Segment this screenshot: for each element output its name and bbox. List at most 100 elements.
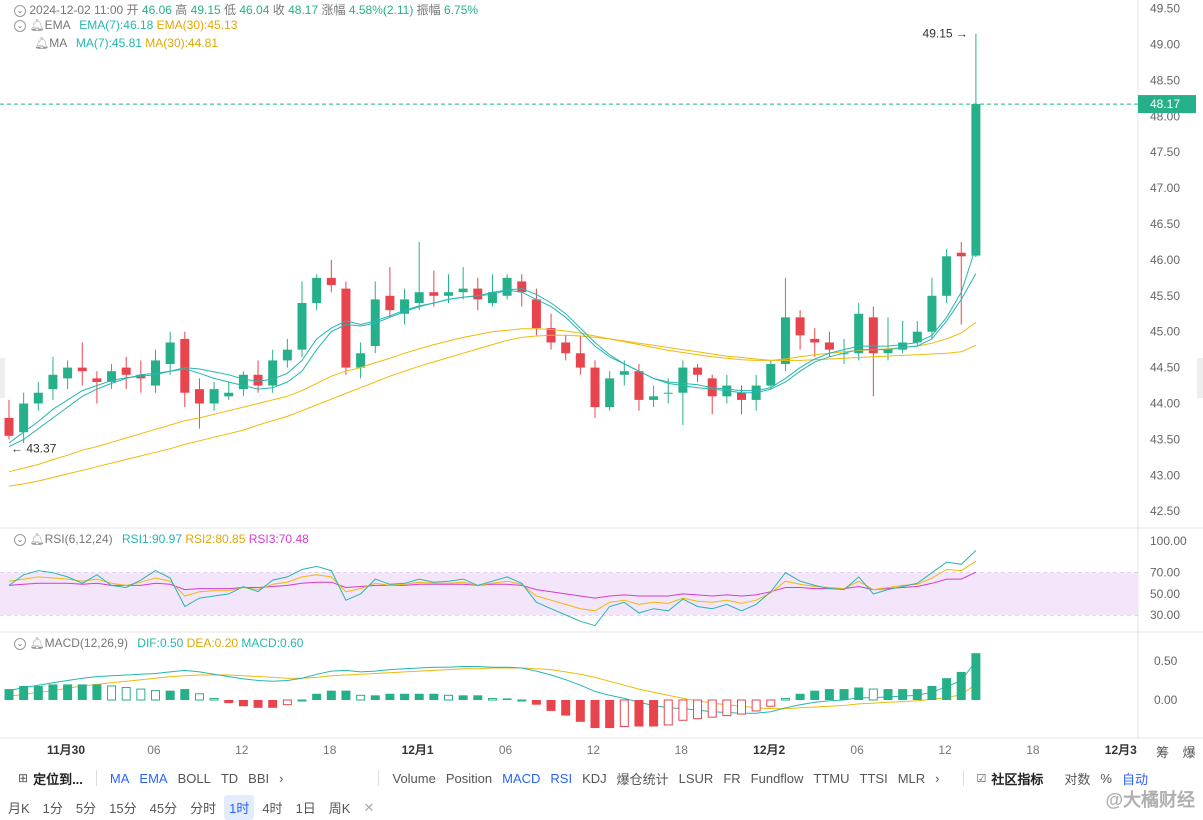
main-indicator-boll[interactable]: BOLL (177, 770, 211, 786)
x-tick-label: 12 (587, 743, 601, 757)
macd-bar (253, 700, 263, 708)
bar-open: 46.06 (141, 3, 172, 17)
candle-body (678, 367, 688, 393)
chart-canvas[interactable]: 49.5049.0048.5048.0047.5047.0046.5046.00… (0, 0, 1203, 764)
timeframe-1d[interactable]: 1日 (295, 801, 316, 816)
x-tick-label: 12月3 (1105, 743, 1137, 757)
timeframe-1h[interactable]: 1时 (224, 795, 255, 820)
candle-body (444, 292, 453, 296)
price-tick-label: 43.50 (1150, 432, 1180, 446)
main-indicator-td[interactable]: TD (220, 770, 239, 786)
main-indicator-ema[interactable]: EMA (139, 770, 168, 786)
x-tick-label: 11月30 (47, 743, 85, 757)
sub-indicator-fr[interactable]: FR (723, 770, 741, 786)
watermark: @大橘财经 (1105, 790, 1195, 810)
timeframe-5m[interactable]: 5分 (75, 801, 97, 816)
macd-bar (737, 699, 746, 715)
macd-bar (63, 684, 73, 700)
macd-bar (634, 700, 644, 727)
candle-body (824, 342, 834, 350)
candle-body (898, 342, 908, 350)
macd-bar (400, 693, 410, 700)
timeframe-week[interactable]: 周K (328, 801, 351, 816)
locate-icon[interactable]: ⊞ (18, 771, 29, 785)
macd-bar (971, 653, 981, 700)
candle-body (956, 252, 966, 257)
bar-close: 48.17 (288, 3, 319, 17)
percent-scale-button[interactable]: % (1100, 770, 1112, 786)
sub-indicator-macd[interactable]: MACD (502, 770, 541, 786)
sub-indicator-rsi[interactable]: RSI (550, 770, 573, 786)
timeframe-timeshare[interactable]: 分时 (190, 801, 217, 816)
macd-bar (956, 671, 966, 700)
bar-change: 4.58%(2.11) (348, 3, 414, 17)
candle-body (356, 353, 366, 368)
macd-bar (92, 684, 102, 700)
macd-bar (854, 687, 864, 700)
macd-bar (370, 695, 380, 700)
candle-body (414, 292, 424, 303)
sub-indicator-mlr[interactable]: MLR (897, 770, 926, 786)
rsi1-line (8, 550, 977, 627)
macd-bar (326, 690, 336, 700)
collapse-icon[interactable]: ⌄ (14, 637, 26, 650)
x-tick-label: 06 (850, 743, 864, 757)
candle-body (297, 302, 307, 350)
candle-body (4, 417, 14, 436)
liquidation-button[interactable]: 爆 (1182, 745, 1196, 760)
sub-indicator-ttsi[interactable]: TTSI (859, 770, 888, 786)
price-tick-label: 45.00 (1150, 325, 1180, 339)
community-indicators-button[interactable]: 社区指标 (991, 771, 1044, 787)
sub-indicator-position[interactable]: Position (445, 770, 493, 786)
x-tick-label: 18 (1026, 743, 1040, 757)
sub-indicator-ttmu[interactable]: TTMU (813, 770, 850, 786)
sub-indicator-kdj[interactable]: KDJ (582, 770, 607, 786)
candle-body (19, 403, 29, 433)
timeframe-1m[interactable]: 1分 (42, 801, 63, 816)
sub-indicator-volume[interactable]: Volume (392, 770, 436, 786)
sub-indicator-liquidation[interactable]: 爆仓统计 (616, 771, 669, 787)
timeframe-15m[interactable]: 15分 (109, 801, 137, 816)
locate-button[interactable]: 定位到... (33, 771, 83, 787)
x-tick-label: 06 (147, 743, 161, 757)
chevron-right-icon[interactable]: › (279, 770, 284, 786)
high-marker: 49.15 → (923, 27, 968, 41)
sub-indicator-fundflow[interactable]: Fundflow (750, 770, 804, 786)
close-icon[interactable]: ✕ (363, 799, 375, 815)
timeframe-bar: 月K 1分 5分 15分 45分 分时 1时 4时 1日 周K ✕ (0, 795, 379, 820)
macd-bar (180, 689, 190, 700)
collapse-icon[interactable]: ⌄ (14, 4, 26, 17)
x-tick-label: 12月2 (753, 743, 785, 757)
macd-bar (444, 694, 453, 701)
main-indicator-bbi[interactable]: BBI (248, 770, 270, 786)
macd-bar (546, 700, 556, 711)
price-tick-label: 48.50 (1150, 73, 1180, 87)
macd-bar (487, 697, 497, 701)
bell-icon[interactable]: 🔔︎ (34, 36, 50, 50)
timeframe-45m[interactable]: 45分 (149, 801, 178, 816)
candle-body (458, 288, 468, 293)
edit-icon[interactable]: ☑ (976, 772, 987, 785)
collapse-icon[interactable]: ⌄ (14, 19, 26, 32)
log-scale-button[interactable]: 对数 (1064, 771, 1091, 787)
bell-icon[interactable]: 🔔︎ (29, 18, 45, 32)
auto-scale-button[interactable]: 自动 (1121, 771, 1148, 787)
macd-bar (678, 699, 688, 721)
macd-bar (780, 697, 790, 701)
bell-icon[interactable]: 🔔︎ (29, 532, 45, 546)
price-tick-label: 47.50 (1150, 145, 1180, 159)
candle-body (326, 277, 336, 286)
chips-button[interactable]: 筹 (1156, 745, 1170, 760)
main-indicator-ma[interactable]: MA (109, 770, 130, 786)
collapse-icon[interactable]: ⌄ (14, 533, 26, 546)
macd-bar (605, 700, 615, 729)
macd-bar (297, 699, 307, 702)
x-tick-label: 12 (938, 743, 952, 757)
candle-body (77, 367, 87, 372)
timeframe-month[interactable]: 月K (8, 801, 30, 816)
chevron-right-icon[interactable]: › (935, 770, 940, 786)
candle-body (810, 338, 820, 343)
timeframe-4h[interactable]: 4时 (262, 801, 283, 816)
sub-indicator-lsur[interactable]: LSUR (678, 770, 714, 786)
bell-icon[interactable]: 🔔︎ (29, 636, 45, 650)
